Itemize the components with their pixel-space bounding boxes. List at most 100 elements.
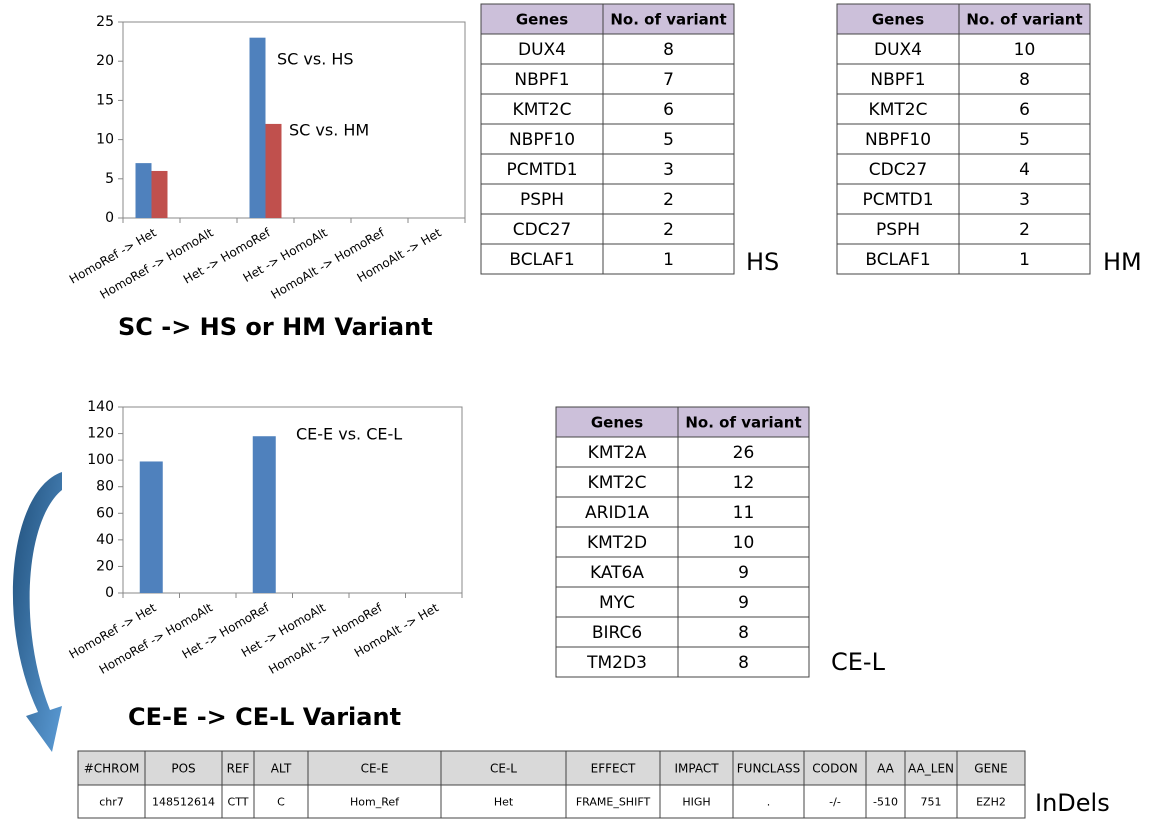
cell-text: MYC	[599, 593, 635, 613]
cell-text: 3	[663, 160, 674, 180]
cell-text: -510	[873, 796, 898, 809]
plot-frame	[123, 406, 463, 593]
table-cell	[677, 526, 810, 558]
cell-text: .	[767, 796, 771, 809]
cell-text: KMT2C	[588, 473, 647, 493]
header-text: GENE	[974, 762, 1007, 776]
table-cell	[480, 123, 604, 155]
header-text: FUNCLASS	[737, 762, 800, 776]
table-cell	[836, 153, 960, 185]
cell-text: PCMTD1	[506, 160, 577, 180]
cell-text: DUX4	[518, 40, 566, 60]
cell-text: 12	[733, 473, 755, 493]
cell-text: 6	[1019, 100, 1030, 120]
header-text: POS	[171, 762, 195, 776]
header-text: No. of variant	[966, 11, 1082, 29]
y-tick-label: 0	[105, 585, 114, 601]
table-cell	[602, 183, 735, 215]
header-text: AA_LEN	[908, 762, 954, 776]
y-tick-label: 15	[96, 92, 114, 108]
cell-text: KMT2A	[588, 443, 647, 463]
cell-text: PSPH	[520, 190, 564, 210]
table-cell	[602, 153, 735, 185]
table-cell	[865, 784, 906, 819]
header-text: AA	[877, 762, 895, 776]
header-cell	[440, 750, 567, 786]
table-cell	[836, 213, 960, 245]
chart-title: SC -> HS or HM Variant	[118, 313, 433, 341]
cell-text: KAT6A	[590, 563, 644, 583]
cell-text: EZH2	[976, 796, 1006, 809]
table-cell	[677, 646, 810, 678]
y-tick-label: 100	[87, 452, 114, 468]
header-cell	[677, 406, 810, 438]
plot-frame	[123, 21, 466, 218]
y-tick-label: 20	[96, 558, 114, 574]
y-tick-label: 140	[87, 399, 114, 415]
table-label: HS	[746, 248, 779, 276]
cell-text: C	[277, 796, 285, 809]
table-cell	[602, 213, 735, 245]
header-cell	[958, 3, 1091, 35]
table-cell	[555, 496, 679, 528]
table-cell	[221, 784, 255, 819]
cell-text: 8	[738, 653, 749, 673]
cell-text: NBPF10	[865, 130, 931, 150]
y-tick-label: 40	[96, 532, 114, 548]
legend-label: SC vs. HM	[289, 121, 369, 140]
cell-text: NBPF10	[509, 130, 575, 150]
table-cell	[602, 93, 735, 125]
cell-text: 5	[663, 130, 674, 150]
legend-label: SC vs. HS	[277, 50, 354, 69]
header-text: No. of variant	[685, 414, 801, 432]
cell-text: CTT	[228, 796, 249, 809]
cell-text: NBPF1	[870, 70, 925, 90]
cell-text: NBPF1	[514, 70, 569, 90]
cell-text: 10	[1014, 40, 1036, 60]
table-cell	[602, 243, 735, 275]
cell-text: BIRC6	[592, 623, 642, 643]
table-cell	[677, 496, 810, 528]
cell-text: KMT2C	[869, 100, 928, 120]
cell-text: 6	[663, 100, 674, 120]
bar	[151, 170, 168, 218]
header-text: CE-E	[361, 762, 389, 776]
table-cell	[836, 93, 960, 125]
y-tick-label: 5	[105, 171, 114, 187]
cell-text: 1	[1019, 250, 1030, 270]
table-cell	[958, 153, 1091, 185]
header-text: IMPACT	[674, 762, 719, 776]
y-tick-label: 0	[105, 210, 114, 226]
cell-text: KMT2D	[587, 533, 647, 553]
table-cell	[555, 526, 679, 558]
cell-text: 148512614	[152, 796, 215, 809]
cell-text: 8	[663, 40, 674, 60]
cell-text: FRAME_SHIFT	[576, 796, 651, 809]
cell-text: Het	[494, 796, 514, 809]
cell-text: PSPH	[876, 220, 920, 240]
table-label: CE-L	[831, 648, 886, 676]
y-tick-label: 80	[96, 479, 114, 495]
cell-text: 1	[663, 250, 674, 270]
cell-text: DUX4	[874, 40, 922, 60]
cell-text: 4	[1019, 160, 1030, 180]
header-text: ALT	[271, 762, 292, 776]
header-cell	[836, 3, 960, 35]
cell-text: 26	[733, 443, 755, 463]
cell-text: 9	[738, 593, 749, 613]
bar	[265, 123, 282, 218]
cell-text: ARID1A	[585, 503, 649, 523]
cell-text: 7	[663, 70, 674, 90]
chart-title: CE-E -> CE-L Variant	[128, 703, 401, 731]
table-cell	[77, 784, 146, 819]
bar	[252, 436, 276, 593]
cell-text: PCMTD1	[862, 190, 933, 210]
cell-text: 8	[1019, 70, 1030, 90]
header-text: #CHROM	[84, 762, 140, 776]
cell-text: KMT2C	[513, 100, 572, 120]
header-text: CODON	[812, 762, 858, 776]
cell-text: 751	[921, 796, 942, 809]
bar	[139, 461, 163, 593]
table-cell	[602, 33, 735, 65]
cell-text: -/-	[829, 796, 841, 809]
